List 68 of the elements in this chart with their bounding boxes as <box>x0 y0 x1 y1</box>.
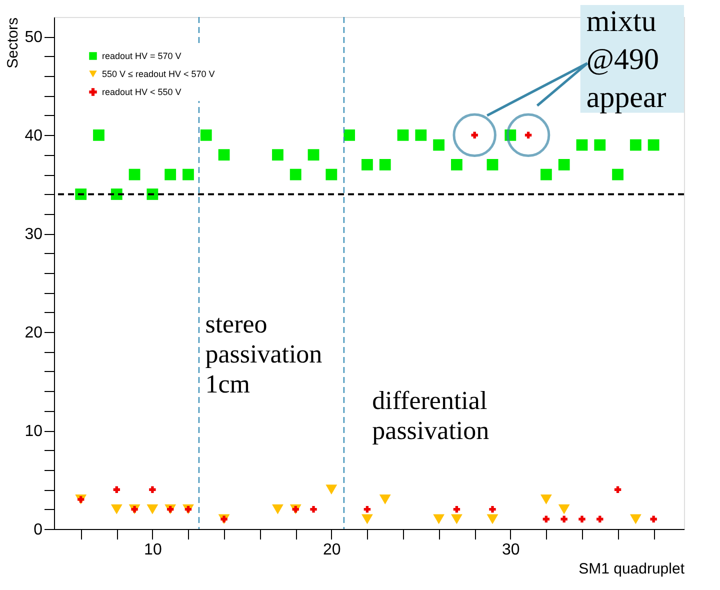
point <box>379 494 391 504</box>
point <box>630 514 642 524</box>
point <box>128 168 140 180</box>
point <box>542 516 550 523</box>
point <box>326 484 338 495</box>
point <box>614 486 622 493</box>
point <box>397 129 409 141</box>
y-axis-title: Sectors <box>4 18 22 68</box>
point <box>93 129 104 141</box>
point <box>164 168 176 180</box>
legend-label: 550 V ≤ readout HV < 570 V <box>102 69 215 79</box>
x-axis-title: SM1 quadruplet <box>578 560 686 578</box>
point <box>182 168 194 180</box>
legend-label: readout HV < 550 V <box>102 87 182 97</box>
point <box>362 514 373 524</box>
point <box>540 168 552 180</box>
point <box>364 506 371 513</box>
point <box>308 149 320 161</box>
point <box>149 486 156 493</box>
y-tick-label: 0 <box>34 522 43 538</box>
point <box>326 168 338 180</box>
point <box>200 129 212 141</box>
point <box>146 504 158 514</box>
point <box>113 486 120 493</box>
point <box>486 158 498 170</box>
legend-label: readout HV = 570 V <box>102 51 182 61</box>
y-tick-label: 10 <box>24 423 43 440</box>
point <box>451 158 462 170</box>
point <box>576 139 588 151</box>
annotation: stereo passivation 1cm <box>205 309 322 398</box>
point <box>344 129 356 141</box>
point <box>451 514 462 524</box>
point <box>489 506 496 513</box>
point <box>596 516 604 523</box>
annotation: mixtu @490 appear <box>586 4 666 114</box>
y-tick-label: 50 <box>24 29 43 46</box>
point <box>558 504 570 514</box>
point <box>310 506 317 513</box>
point <box>146 188 158 200</box>
point <box>272 504 284 514</box>
x-tick-label: 20 <box>323 542 341 558</box>
point <box>612 168 624 180</box>
point <box>290 168 302 180</box>
point <box>486 514 498 524</box>
point <box>218 149 230 161</box>
point <box>362 158 373 170</box>
point <box>433 139 444 151</box>
x-tick-label: 30 <box>502 542 520 558</box>
point <box>630 139 642 151</box>
point <box>594 139 606 151</box>
point <box>379 158 391 170</box>
annotation: differential passivation <box>372 386 490 446</box>
point <box>272 149 284 161</box>
point <box>110 504 122 514</box>
y-tick-label: 40 <box>24 128 43 145</box>
point <box>648 139 660 151</box>
point <box>578 516 586 523</box>
point <box>415 129 427 141</box>
point <box>650 516 657 523</box>
point <box>560 516 568 523</box>
point <box>540 494 552 504</box>
x-tick-label: 10 <box>144 542 162 558</box>
point <box>433 514 444 524</box>
y-tick-label: 30 <box>24 226 43 244</box>
point <box>453 506 460 513</box>
point <box>75 188 87 200</box>
y-tick-label: 20 <box>24 324 43 342</box>
point <box>558 158 570 170</box>
